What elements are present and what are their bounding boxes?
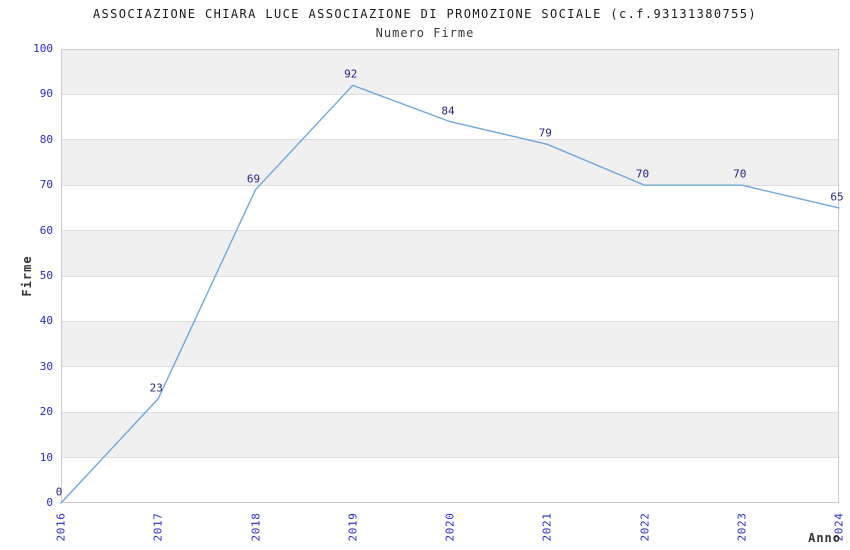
point-label: 92 xyxy=(344,67,358,81)
point-label: 65 xyxy=(830,190,844,204)
x-axis-title: Anno xyxy=(808,531,841,545)
gridline xyxy=(61,139,839,141)
plot-stripe xyxy=(61,49,839,95)
gridline xyxy=(61,275,839,277)
y-tick-label: 20 xyxy=(39,405,53,419)
gridline xyxy=(61,184,839,186)
y-tick-label: 30 xyxy=(39,359,53,373)
y-axis-title: Firme xyxy=(20,255,34,297)
gridline xyxy=(61,93,839,95)
gridline xyxy=(61,411,839,413)
gridline xyxy=(61,366,839,368)
y-tick-label: 10 xyxy=(39,450,53,464)
gridline xyxy=(61,457,839,459)
y-tick-label: 80 xyxy=(39,132,53,146)
gridline xyxy=(61,230,839,232)
y-tick-label: 0 xyxy=(46,496,53,509)
plot-border xyxy=(61,49,839,503)
point-label: 0 xyxy=(55,485,63,499)
plot-stripe xyxy=(61,230,839,276)
signatures-line xyxy=(60,84,840,504)
point-label: 79 xyxy=(538,126,552,140)
point-label: 23 xyxy=(149,381,163,395)
y-tick-label: 50 xyxy=(39,269,53,282)
y-tick-label: 90 xyxy=(39,87,53,101)
point-label: 69 xyxy=(246,172,261,186)
chart-title: ASSOCIAZIONE CHIARA LUCE ASSOCIAZIONE DI… xyxy=(92,7,758,21)
y-tick-label: 60 xyxy=(39,223,53,237)
plot-stripe xyxy=(61,139,839,186)
chart-subtitle: Numero Firme xyxy=(375,26,475,40)
point-label: 84 xyxy=(441,104,455,118)
y-tick-label: 40 xyxy=(39,314,53,328)
y-tick-label: 70 xyxy=(39,178,53,192)
gridline xyxy=(61,320,839,322)
plot-stripe xyxy=(61,412,839,458)
point-label: 70 xyxy=(635,167,650,181)
point-label: 70 xyxy=(733,167,747,181)
y-tick-label: 100 xyxy=(33,42,53,55)
